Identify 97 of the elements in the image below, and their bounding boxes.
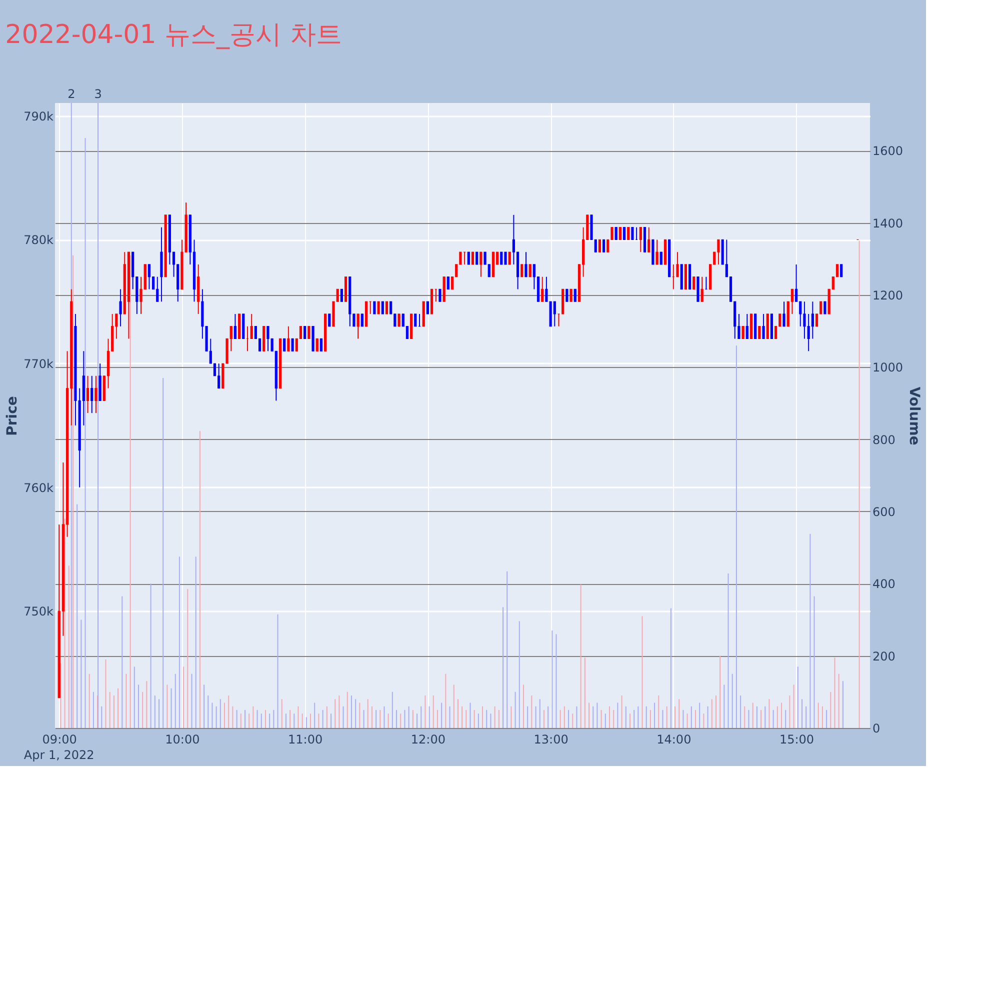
- candlestick: [156, 276, 159, 302]
- candlestick: [762, 313, 765, 340]
- candlestick: [639, 226, 642, 253]
- y2-axis-title: Volume: [906, 386, 922, 446]
- candlestick: [574, 288, 576, 302]
- y-axis-title: Price: [4, 396, 21, 436]
- x-tick-label: 11:00: [288, 732, 323, 746]
- candlestick: [717, 239, 720, 265]
- candlestick: [566, 288, 568, 302]
- candlestick: [570, 288, 572, 302]
- candlestick: [614, 227, 618, 240]
- y2-tick-label: 0: [872, 722, 880, 736]
- candlestick: [234, 313, 236, 340]
- candlestick: [660, 252, 662, 265]
- candlestick: [618, 227, 622, 240]
- candlestick: [811, 301, 814, 340]
- candlestick: [627, 227, 630, 240]
- candlestick: [824, 301, 826, 314]
- text: Apr 1, 2022: [24, 748, 94, 762]
- candlestick: [266, 326, 270, 352]
- x-tick-label: 10:00: [165, 732, 200, 746]
- candlestick: [700, 276, 704, 302]
- candlestick: [528, 264, 532, 278]
- candlestick: [524, 252, 528, 278]
- x-tick-label: 14:00: [656, 732, 692, 746]
- candlestick: [86, 375, 90, 414]
- candlestick: [398, 314, 400, 327]
- candlestick: [148, 264, 150, 290]
- candlestick: [508, 252, 511, 265]
- candlestick: [840, 264, 843, 278]
- candlestick: [381, 301, 384, 314]
- candlestick: [541, 276, 544, 302]
- candlestick: [414, 314, 417, 327]
- y-tick-label: 790k: [24, 109, 54, 124]
- candlestick: [648, 226, 650, 253]
- candlestick: [476, 252, 478, 265]
- y2-tick-label: 200: [872, 649, 896, 664]
- candlestick: [90, 375, 94, 414]
- candlestick: [283, 338, 286, 352]
- chart-title: 2022-04-01 뉴스_공시 차트: [5, 20, 342, 50]
- candlestick: [426, 301, 429, 314]
- candlestick: [598, 239, 601, 253]
- candlestick: [602, 239, 606, 253]
- candlestick: [446, 276, 450, 290]
- candlestick: [438, 288, 442, 302]
- candlestick: [94, 375, 98, 414]
- y2-tick-label: 800: [872, 432, 896, 447]
- ref-line-label: 3: [94, 87, 102, 101]
- candlestick: [320, 338, 323, 352]
- candlestick: [119, 288, 122, 327]
- y2-tick-label: 1400: [872, 216, 904, 230]
- x-tick-label: 13:00: [534, 732, 568, 746]
- candlestick: [676, 252, 679, 278]
- candlestick: [742, 326, 744, 340]
- candlestick: [385, 301, 388, 314]
- ref-line-label: 2: [68, 87, 76, 101]
- candlestick: [304, 326, 306, 340]
- y2-tick-label: 1200: [872, 288, 904, 302]
- candlestick: [500, 252, 503, 265]
- candlestick: [360, 314, 364, 327]
- candlestick: [218, 363, 220, 389]
- x-tick-label: 12:00: [410, 732, 446, 746]
- candlestick: [803, 301, 806, 340]
- candlestick: [631, 227, 634, 240]
- y2-tick-label: 400: [872, 577, 896, 592]
- candlestick: [480, 252, 482, 278]
- candlestick: [758, 326, 761, 340]
- y-tick-label: 780k: [24, 233, 54, 248]
- candlestick: [692, 276, 696, 290]
- candlestick: [553, 301, 556, 327]
- candlestick: [291, 338, 294, 352]
- y2-tick-label: 1600: [872, 144, 904, 158]
- candlestick: [782, 301, 786, 327]
- x-tick-label: 09:00: [42, 732, 77, 746]
- candlestick: [308, 326, 310, 340]
- candlestick: [356, 313, 360, 340]
- x-tick-label: 15:00: [779, 732, 814, 746]
- candlestick: [373, 301, 376, 314]
- candlestick: [471, 252, 474, 265]
- candlestick: [807, 313, 810, 352]
- candlestick: [467, 252, 470, 265]
- y2-tick-label: 600: [872, 504, 896, 519]
- candlestick: [746, 313, 748, 340]
- y-tick-label: 770k: [24, 357, 54, 371]
- candlestick: [656, 239, 658, 265]
- y-tick-label: 750k: [24, 604, 54, 619]
- candlestick: [504, 252, 507, 265]
- candlestick: [316, 338, 318, 352]
- candlestick: [377, 301, 380, 314]
- candlestick: [328, 314, 331, 327]
- candlestick: [250, 313, 253, 340]
- y-tick-label: 760k: [24, 480, 54, 495]
- candlestick: [340, 288, 343, 302]
- candlestick: [287, 326, 290, 352]
- candlestick: [622, 227, 626, 240]
- candlestick: [520, 264, 524, 278]
- y2-tick-label: 1000: [872, 360, 904, 375]
